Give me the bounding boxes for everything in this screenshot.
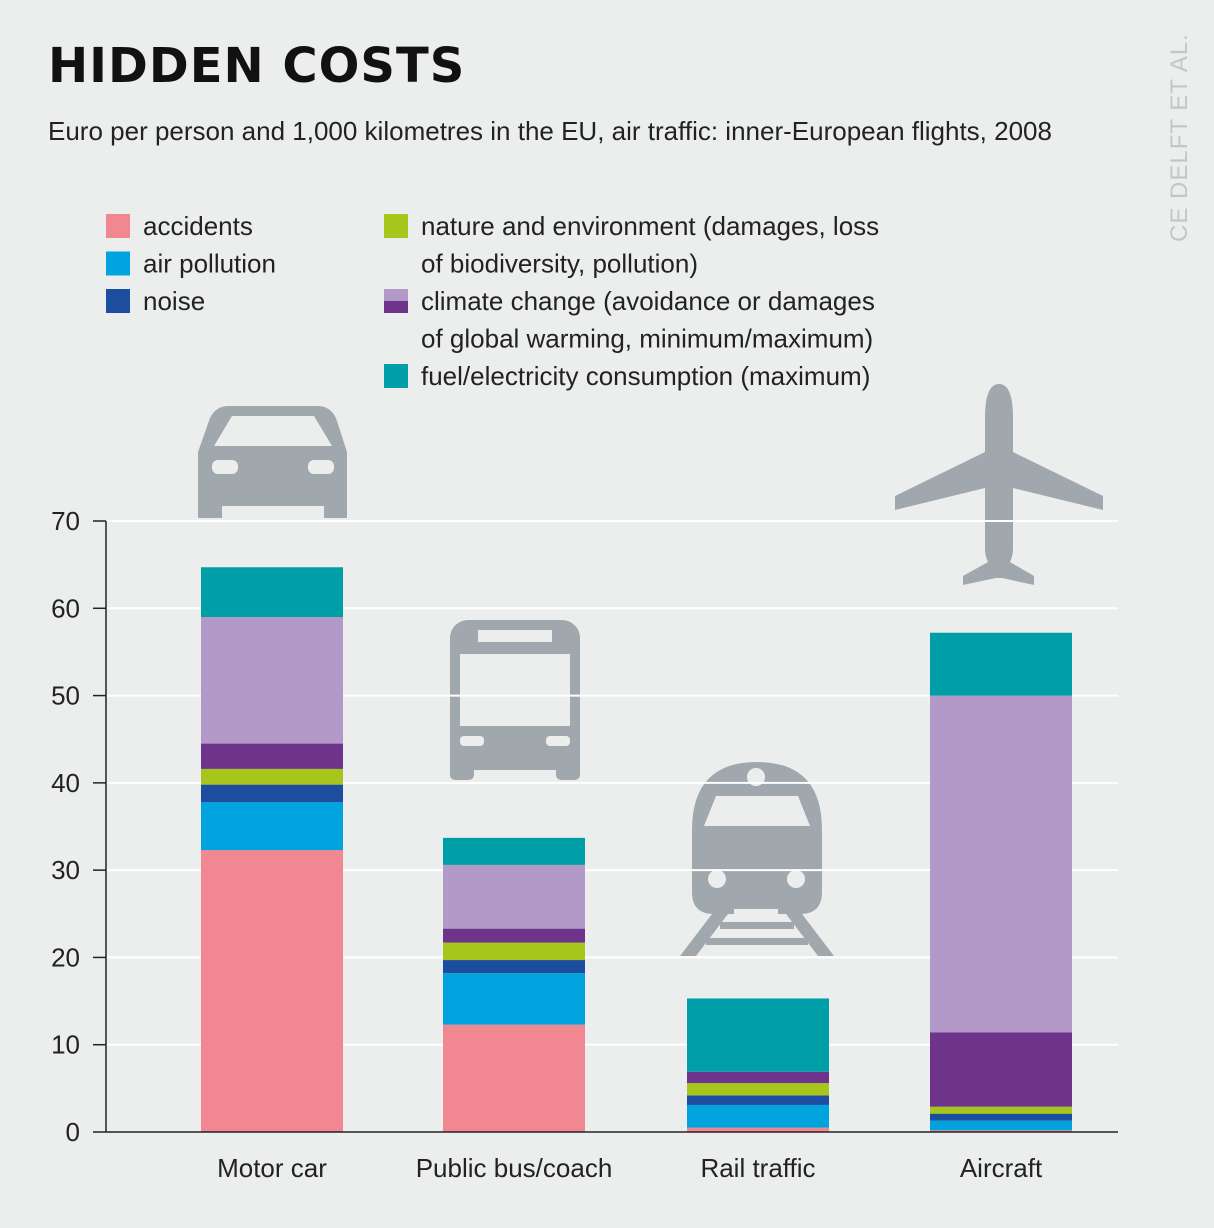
bar-segment (687, 1095, 829, 1105)
x-tick-label: Public bus/coach (416, 1153, 613, 1183)
bar-segment (443, 942, 585, 961)
bar-segment (930, 1106, 1072, 1114)
bar-segment (443, 928, 585, 943)
legend-label: accidents (143, 211, 253, 241)
bar-segment (201, 802, 343, 851)
bar-stack (201, 567, 343, 1132)
bus-icon (450, 620, 580, 780)
bar-stack (930, 632, 1072, 1132)
bar-segment (443, 973, 585, 1025)
bar-segment (443, 960, 585, 974)
legend-item: fuel/electricity consumption (maximum) (384, 361, 870, 391)
legend-item: accidents (106, 211, 253, 241)
legend-item: nature and environment (damages, loss of … (384, 211, 879, 279)
y-tick-label: 40 (51, 768, 80, 798)
bar-segment (201, 567, 343, 618)
bar-segment (201, 617, 343, 744)
bars (201, 567, 1072, 1132)
bar-segment (443, 1024, 585, 1132)
bar-segment (201, 743, 343, 769)
chart-title: HIDDEN COSTS (48, 38, 466, 94)
legend-label: noise (143, 286, 205, 316)
axis: 0 10 20 30 40 50 60 70 Motor car Public bus/coach… (51, 506, 1118, 1183)
legend-item: climate change (avoidance or damages of g… (384, 286, 875, 354)
y-tick-label: 20 (51, 942, 80, 972)
legend-label: of global warming, minimum/maximum) (421, 324, 873, 354)
chart-subtitle: Euro per person and 1,000 kilometres in … (48, 116, 1052, 146)
y-tick-label: 10 (51, 1030, 80, 1060)
bar-segment (930, 1113, 1072, 1121)
bar-segment (443, 837, 585, 865)
y-tick-label: 50 (51, 681, 80, 711)
legend: accidents air pollution noise nature and en… (106, 211, 879, 391)
legend-swatch (384, 301, 408, 313)
bar-segment (201, 768, 343, 785)
legend-label: air pollution (143, 249, 276, 279)
bar-segment (687, 1083, 829, 1096)
bar-segment (687, 1127, 829, 1132)
airplane-icon (895, 384, 1103, 585)
y-tick-label: 60 (51, 593, 80, 623)
legend-swatch (106, 214, 130, 238)
legend-label: climate change (avoidance or damages (421, 286, 875, 316)
bar-stack (443, 837, 585, 1132)
legend-label: fuel/electricity consumption (maximum) (421, 361, 870, 391)
car-icon (198, 406, 347, 518)
bar-segment (201, 850, 343, 1132)
bar-segment (930, 1032, 1072, 1107)
x-tick-label: Motor car (217, 1153, 327, 1183)
bar-segment (687, 1104, 829, 1128)
bar-segment (930, 1130, 1072, 1132)
legend-swatch (384, 364, 408, 388)
legend-label: nature and environment (damages, loss (421, 211, 879, 241)
train-icon (680, 762, 834, 956)
x-tick-label: Rail traffic (700, 1153, 815, 1183)
bar-segment (443, 864, 585, 929)
bar-segment (930, 632, 1072, 696)
legend-item: air pollution (106, 249, 276, 279)
bar-segment (687, 1071, 829, 1084)
bar-stack (687, 998, 829, 1132)
legend-label: of biodiversity, pollution) (421, 249, 698, 279)
x-tick-label: Aircraft (960, 1153, 1043, 1183)
y-tick-label: 70 (51, 506, 80, 536)
legend-swatch (106, 251, 130, 276)
bar-segment (201, 784, 343, 803)
y-tick-label: 30 (51, 855, 80, 885)
bar-segment (930, 1120, 1072, 1131)
legend-swatch (106, 289, 130, 313)
legend-swatch (384, 214, 408, 238)
y-tick-label: 0 (66, 1117, 80, 1147)
bar-segment (930, 695, 1072, 1033)
legend-swatch (384, 289, 408, 301)
bar-segment (687, 998, 829, 1072)
legend-item: noise (106, 286, 205, 316)
